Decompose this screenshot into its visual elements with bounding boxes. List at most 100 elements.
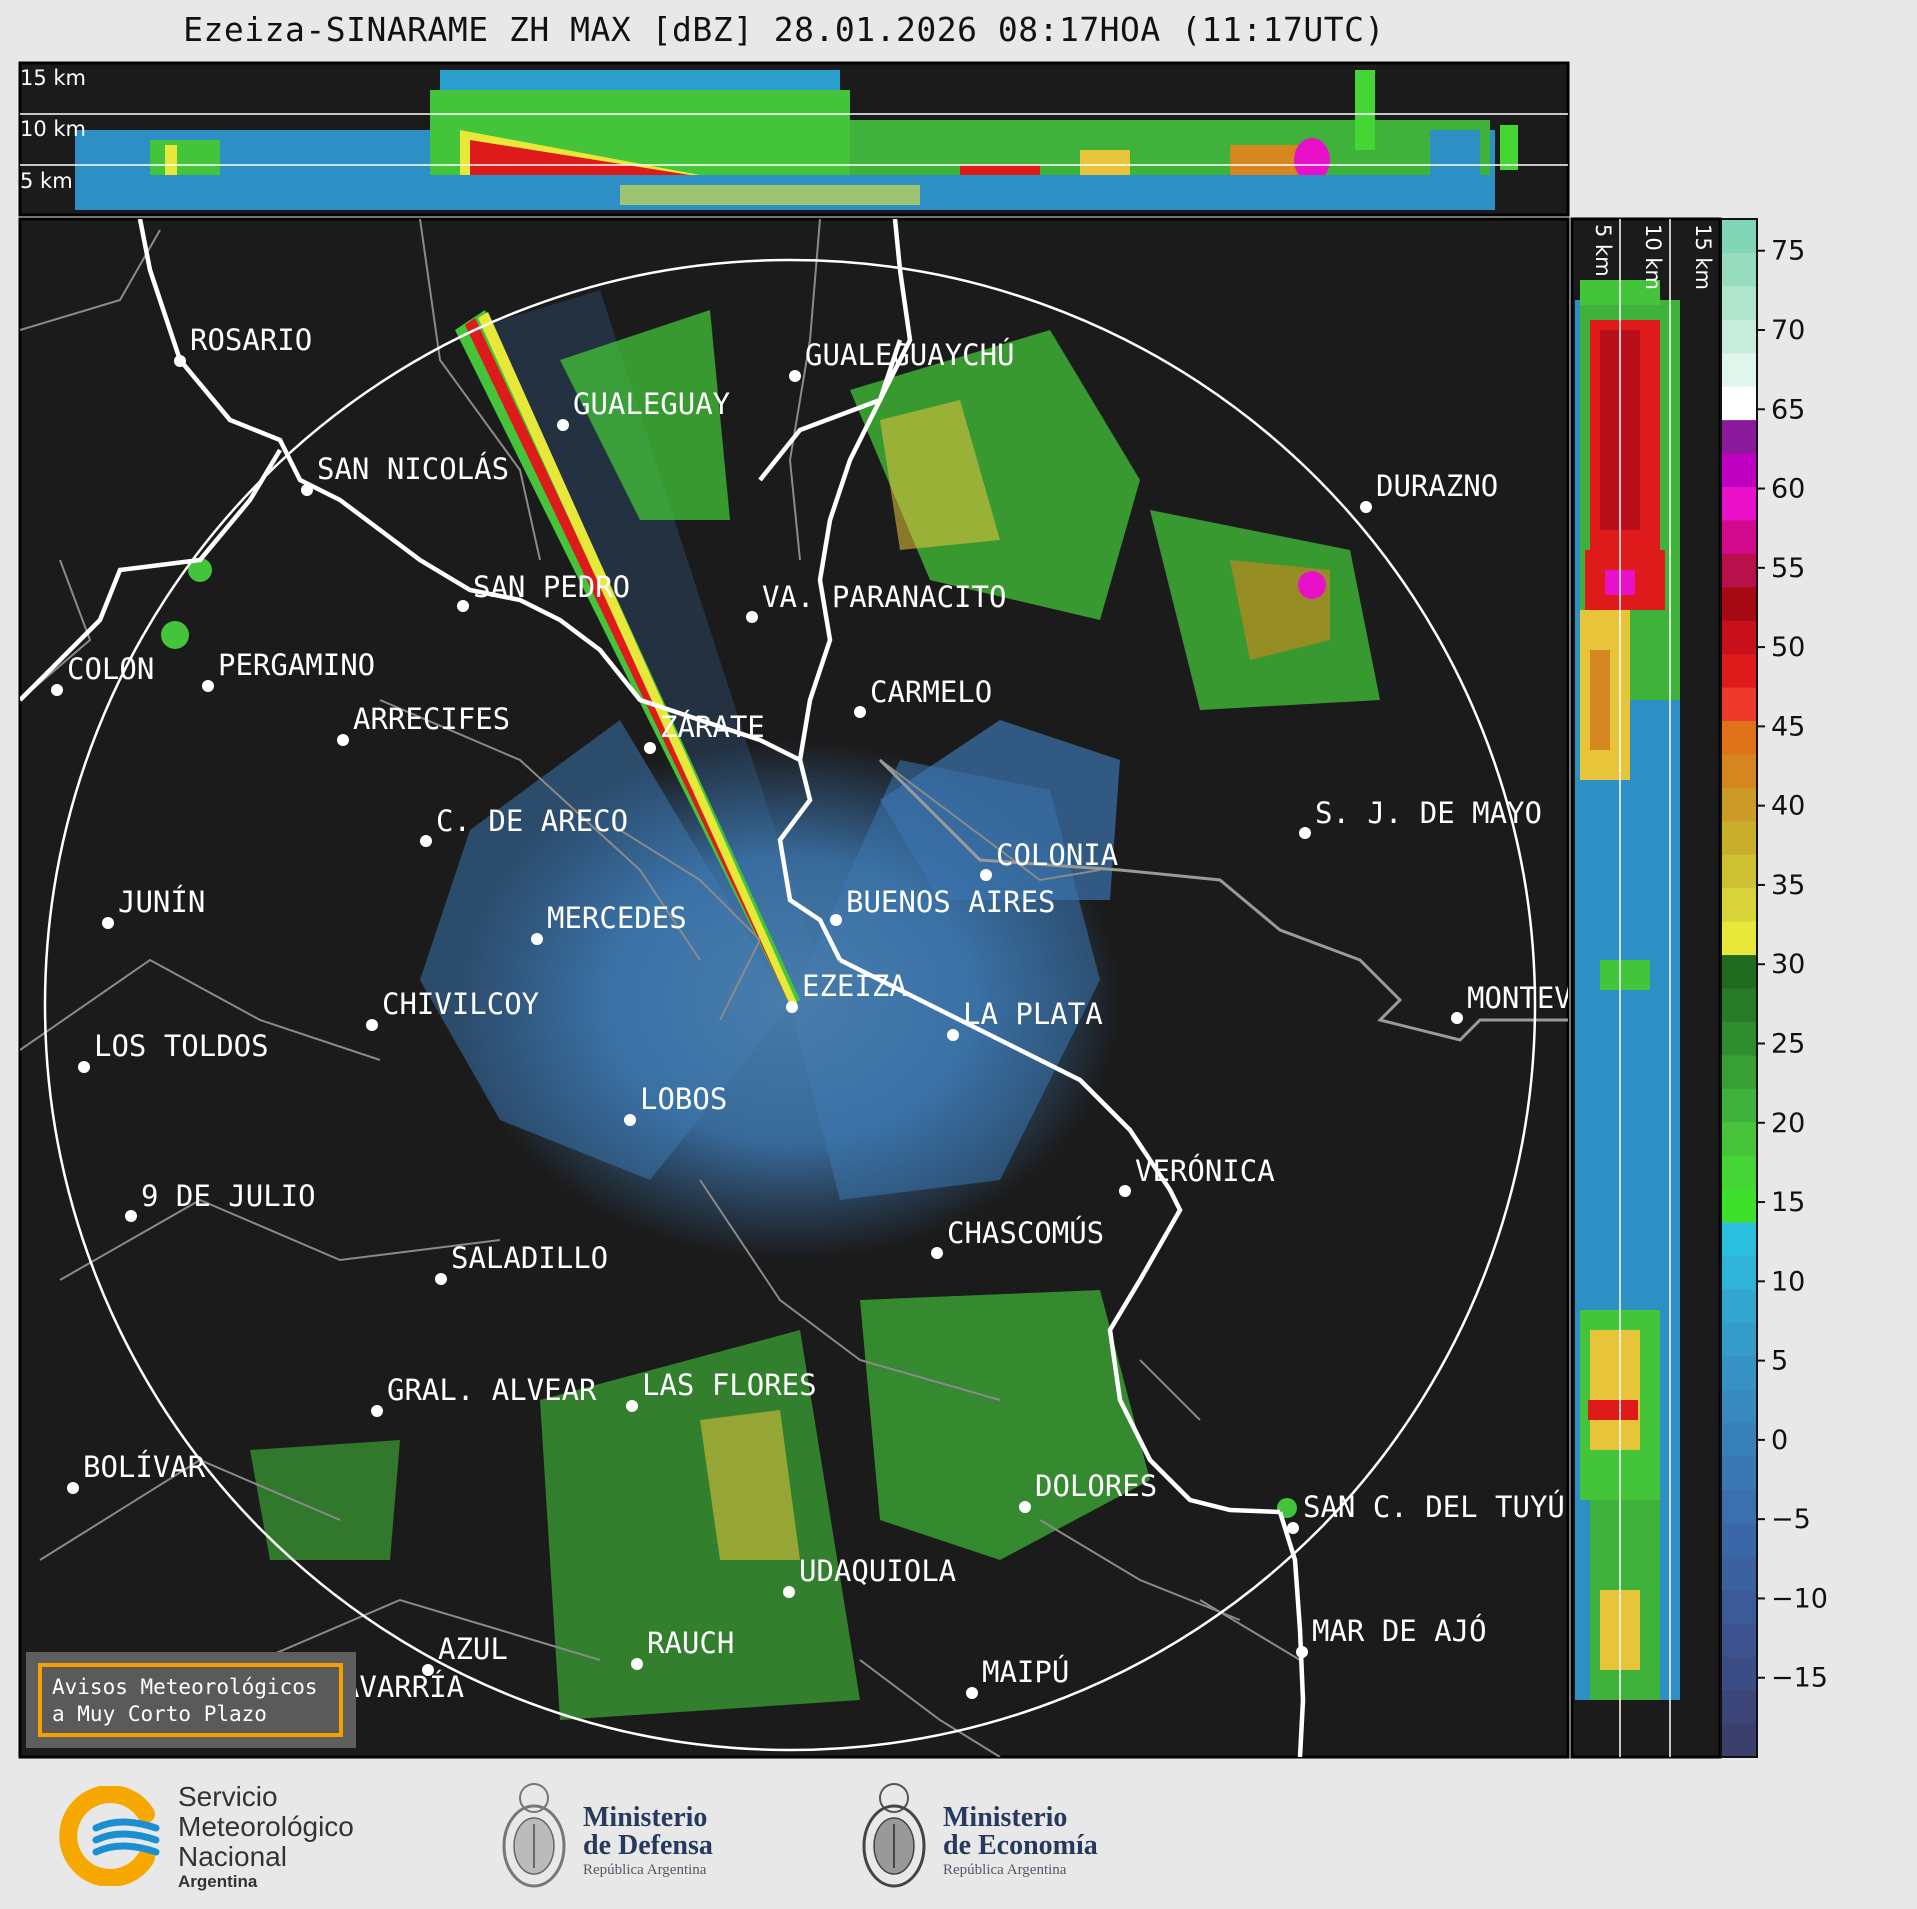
svg-text:EZEIZA: EZEIZA [802,969,907,1003]
radar-echoes [161,290,1380,1720]
city-zarate: ZÁRATE [644,710,765,754]
colorbar-swatch [1721,1389,1757,1424]
city-colon: COLON [51,652,154,696]
colorbar-tick-label: 5 [1771,1346,1788,1377]
city-las-flores: LAS FLORES [626,1368,817,1412]
colorbar-swatch [1721,419,1757,454]
city-mar-de-ajo: MAR DE AJÓ [1296,1614,1487,1658]
city-marker [746,611,758,623]
city-marker [947,1029,959,1041]
colorbar-swatch [1721,285,1757,320]
svg-text:JUNÍN: JUNÍN [118,885,205,919]
colorbar-swatch [1721,1589,1757,1624]
svg-text:COLONIA: COLONIA [996,838,1118,872]
svg-text:COLON: COLON [67,652,154,686]
top-height-label-5: 5 km [20,169,73,193]
smn-line3: Nacional [178,1841,287,1872]
colorbar-swatch [1721,620,1757,655]
colorbar-tick-label: 45 [1771,711,1805,742]
colorbar-swatch [1721,1121,1757,1156]
alert-box[interactable]: Avisos Meteorológicos a Muy Corto Plazo [38,1663,343,1737]
chart-title: Ezeiza-SINARAME ZH MAX [dBZ] 28.01.2026 … [183,10,1385,49]
smn-logo-text: Servicio Meteorológico Nacional Argentin… [178,1782,354,1892]
colorbar-swatch [1721,1623,1757,1658]
city-junin: JUNÍN [102,885,205,929]
svg-text:DOLORES: DOLORES [1035,1469,1157,1503]
colorbar-tick-label: −10 [1771,1583,1828,1614]
svg-text:GRAL. ALVEAR: GRAL. ALVEAR [387,1373,597,1407]
colorbar-swatch [1721,1088,1757,1123]
city-marker [1287,1522,1299,1534]
colorbar-tick-label: 55 [1771,553,1805,584]
colorbar-swatch [1721,1690,1757,1725]
defensa-line2: de Defensa [583,1830,713,1861]
colorbar-swatch [1721,453,1757,487]
alert-box-line1: Avisos Meteorológicos [52,1675,318,1699]
city-marker [1296,1646,1308,1658]
colorbar-swatch [1721,887,1757,922]
city-san-nicolas: SAN NICOLÁS [301,452,509,496]
svg-text:RAUCH: RAUCH [647,1626,734,1660]
colorbar-tick-label: −5 [1771,1504,1811,1535]
colorbar-swatch [1721,553,1757,588]
colorbar-swatch [1721,1556,1757,1591]
colorbar-swatch [1721,252,1757,287]
svg-text:GUALEGUAYCHÚ: GUALEGUAYCHÚ [805,338,1015,372]
city-marker [420,835,432,847]
city-marker [366,1019,378,1031]
city-montevideo: MONTEVIDEO [1451,981,1642,1024]
smn-line2: Meteorológico [178,1811,354,1842]
city-marker [67,1482,79,1494]
city-marker [557,419,569,431]
colorbar-swatch [1721,486,1757,521]
colorbar-tick-label: 25 [1771,1028,1805,1059]
svg-text:SAN PEDRO: SAN PEDRO [473,570,630,604]
colorbar-swatch [1721,1054,1757,1089]
city-marker [1019,1501,1031,1513]
smn-logo-icon [59,1786,160,1886]
city-marker [125,1210,137,1222]
colorbar-swatch [1721,1355,1757,1390]
economia-line1: Ministerio [943,1802,1068,1833]
defensa-line3: República Argentina [583,1862,707,1878]
colorbar-swatch [1721,753,1757,788]
colorbar-tick-label: 60 [1771,474,1805,505]
city-udaquiola: UDAQUIOLA [783,1554,956,1598]
city-los-toldos: LOS TOLDOS [78,1029,269,1073]
city-marker [174,355,186,367]
city-marker [1451,1012,1463,1024]
alert-box-line2: a Muy Corto Plazo [52,1702,267,1726]
city-marker [102,917,114,929]
colorbar-swatch [1721,1422,1757,1457]
colorbar-tick-label: −15 [1771,1663,1828,1694]
colorbar-tick-label: 20 [1771,1108,1805,1139]
city-marker [78,1061,90,1073]
colorbar-tick-label: 65 [1771,394,1805,425]
svg-text:CHASCOMÚS: CHASCOMÚS [947,1216,1104,1250]
rivers-and-coast [20,219,1306,1757]
city-azul: AZUL [422,1632,508,1676]
city-marker [422,1664,434,1676]
svg-text:ARRECIFES: ARRECIFES [353,702,510,736]
svg-text:UDAQUIOLA: UDAQUIOLA [799,1554,956,1588]
colorbar-tick-label: 70 [1771,315,1805,346]
colorbar-swatch [1721,319,1757,354]
right-height-panel: 5 km 10 km 15 km [1570,217,1722,1759]
colorbar-swatch [1721,1188,1757,1223]
svg-text:MONTEVIDEO: MONTEVIDEO [1467,981,1642,1015]
colorbar-swatch [1721,1255,1757,1290]
colorbar-swatch [1721,954,1757,989]
radar-map: ROSARIO GUALEGUAYCHÚ GUALEGUAY SAN NICOL… [18,217,1642,1759]
colorbar-swatch [1721,1489,1757,1524]
economia-logo-text: Ministerio de Economía República Argenti… [943,1804,1098,1880]
colorbar-swatch [1721,1222,1757,1256]
defensa-logo-text: Ministerio de Defensa República Argentin… [583,1804,713,1880]
svg-text:SAN C. DEL TUYÚ: SAN C. DEL TUYÚ [1303,1490,1565,1524]
city-maipu: MAIPÚ [966,1655,1069,1699]
svg-text:SALADILLO: SALADILLO [451,1241,608,1275]
colorbar-swatch [1721,386,1757,421]
colorbar [1720,218,1758,1758]
city-rosario: ROSARIO [174,323,312,367]
city-san-pedro: SAN PEDRO [457,570,630,612]
colorbar-frame [1720,218,1758,1758]
